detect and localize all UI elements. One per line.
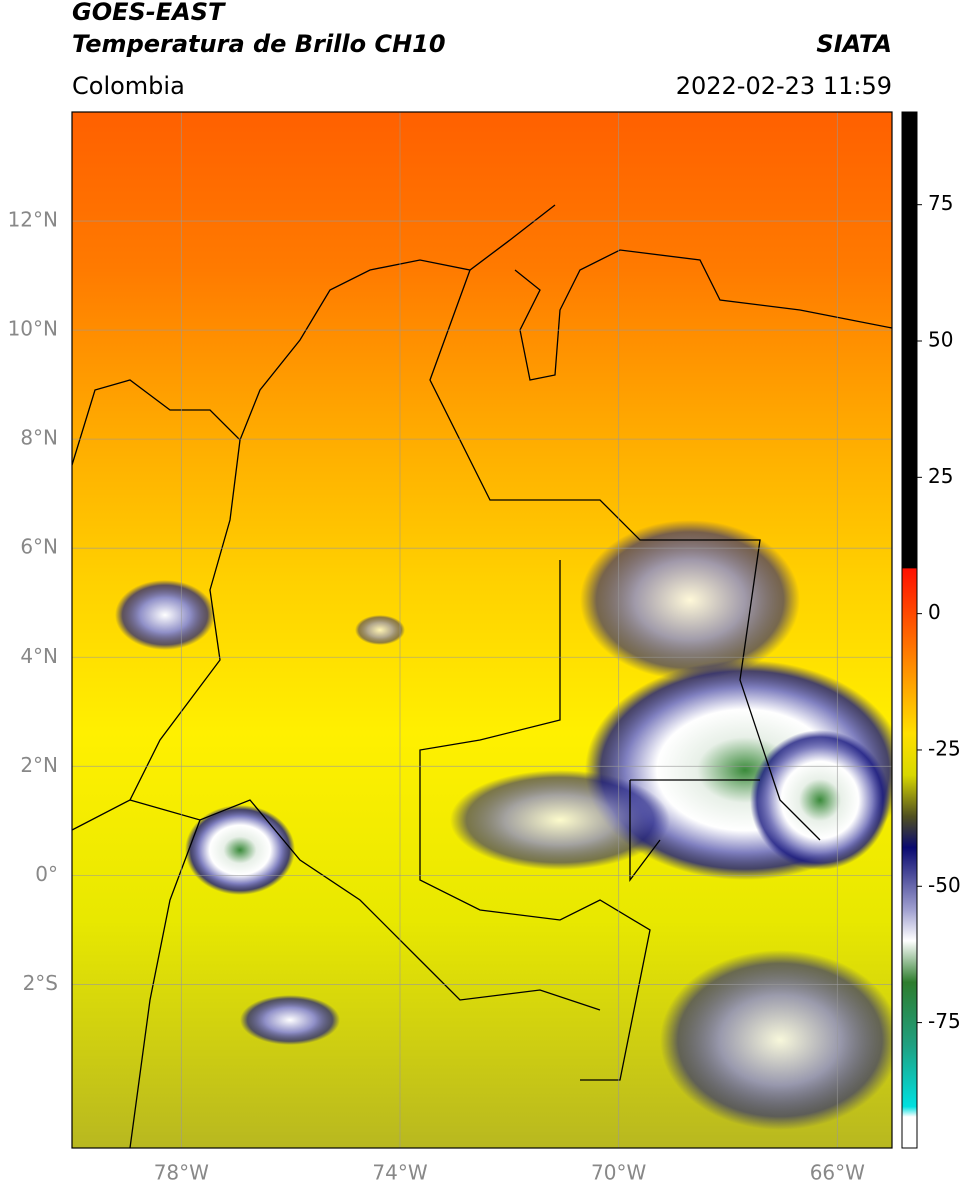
colorbar-tick-label: 75 [928, 191, 953, 215]
grid [72, 112, 892, 1148]
map-frame [71, 111, 893, 1149]
lat-tick-label: 0° [35, 862, 58, 886]
lat-tick-label: 6°N [20, 535, 58, 559]
colorbar-tick-label: 0 [928, 600, 941, 624]
colorbar-tick-label: -75 [928, 1009, 961, 1033]
imagery [72, 112, 892, 1148]
lat-tick-label: 2°S [23, 971, 58, 995]
lat-tick-label: 10°N [8, 317, 58, 341]
lat-tick-label: 8°N [20, 426, 58, 450]
region: Colombia [72, 72, 185, 100]
colorbar-tick-label: 50 [928, 328, 953, 352]
lat-tick-label: 2°N [20, 753, 58, 777]
lon-tick-label: 70°W [591, 1161, 646, 1185]
colorbar [901, 111, 918, 1149]
lat-tick-label: 12°N [8, 208, 58, 232]
source: SIATA [816, 30, 892, 58]
colorbar-tick-label: -50 [928, 873, 961, 897]
colorbar-tick-label: 25 [928, 464, 953, 488]
product: Temperatura de Brillo CH10 [72, 30, 446, 58]
satellite: GOES-EAST [72, 0, 226, 26]
colorbar-tick-label: -25 [928, 736, 961, 760]
datetime: 2022-02-23 11:59 [676, 72, 892, 100]
lat-tick-label: 4°N [20, 644, 58, 668]
lon-tick-label: 66°W [810, 1161, 865, 1185]
lon-tick-label: 74°W [372, 1161, 427, 1185]
lon-tick-label: 78°W [154, 1161, 209, 1185]
